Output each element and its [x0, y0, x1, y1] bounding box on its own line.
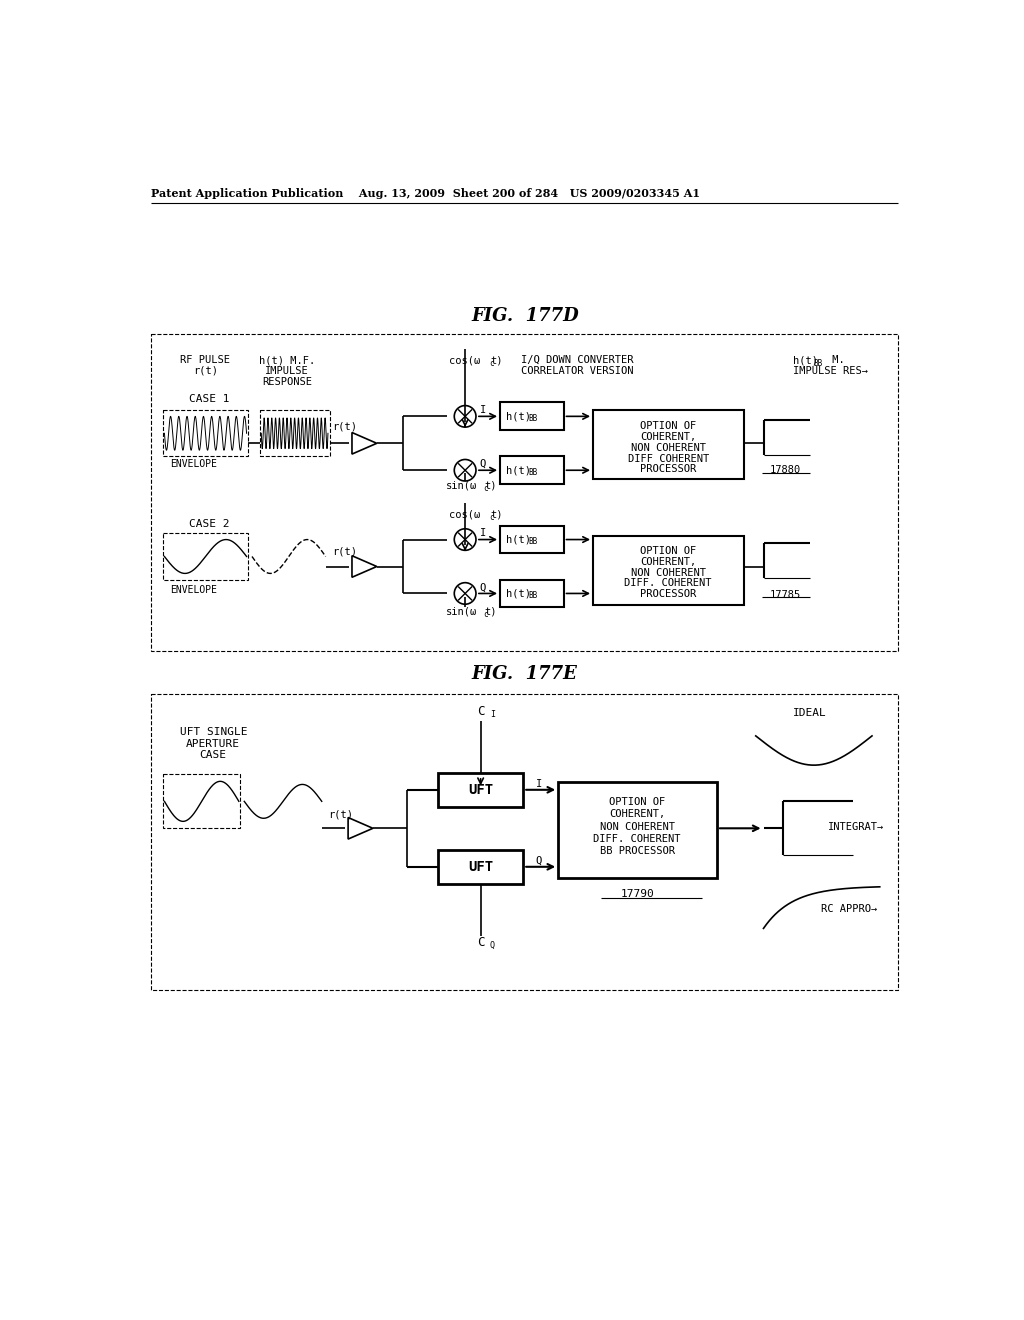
Text: C: C: [477, 936, 484, 949]
Text: ENVELOPE: ENVELOPE: [170, 459, 217, 469]
Text: FIG.  177E: FIG. 177E: [472, 665, 578, 684]
Text: c: c: [483, 610, 488, 619]
Text: OPTION OF: OPTION OF: [609, 797, 666, 807]
Circle shape: [455, 582, 476, 605]
Text: DIFF. COHERENT: DIFF. COHERENT: [594, 834, 681, 843]
Text: h(t) M.F.: h(t) M.F.: [259, 355, 315, 366]
Text: C: C: [477, 705, 484, 718]
Bar: [438, 850, 523, 884]
Text: r(t): r(t): [329, 809, 353, 820]
Bar: [500, 403, 563, 430]
Text: CORRELATOR VERSION: CORRELATOR VERSION: [521, 366, 634, 376]
Text: M.: M.: [825, 355, 844, 366]
Text: IMPULSE: IMPULSE: [265, 366, 309, 376]
Text: I: I: [536, 779, 542, 788]
Text: h(t): h(t): [793, 355, 818, 366]
Text: UFT SINGLE: UFT SINGLE: [179, 727, 247, 737]
Bar: [152, 334, 898, 651]
Text: t): t): [484, 480, 497, 491]
Text: cos(ω: cos(ω: [450, 510, 480, 519]
Text: COHERENT,: COHERENT,: [640, 557, 696, 566]
Text: t): t): [484, 606, 497, 616]
Text: ENVELOPE: ENVELOPE: [170, 585, 217, 594]
Text: Patent Application Publication    Aug. 13, 2009  Sheet 200 of 284   US 2009/0203: Patent Application Publication Aug. 13, …: [152, 187, 700, 198]
Text: UFT: UFT: [468, 783, 494, 797]
Text: OPTION OF: OPTION OF: [640, 421, 696, 432]
Text: RESPONSE: RESPONSE: [262, 376, 312, 387]
Text: c: c: [483, 484, 488, 494]
Text: h(t): h(t): [506, 465, 531, 475]
Text: r(t): r(t): [193, 366, 218, 376]
Circle shape: [455, 459, 476, 480]
Text: IDEAL: IDEAL: [794, 708, 826, 718]
Text: 17880: 17880: [770, 465, 801, 475]
Bar: [558, 781, 717, 878]
Bar: [260, 411, 330, 457]
Bar: [163, 411, 248, 457]
Bar: [500, 457, 563, 484]
Text: COHERENT,: COHERENT,: [640, 432, 696, 442]
Text: BB: BB: [528, 469, 538, 477]
Text: c: c: [489, 359, 494, 368]
Bar: [163, 533, 248, 579]
Text: OPTION OF: OPTION OF: [640, 546, 696, 556]
Text: PROCESSOR: PROCESSOR: [640, 589, 696, 599]
Text: NON COHERENT: NON COHERENT: [631, 444, 706, 453]
Text: Q: Q: [480, 459, 486, 469]
Text: NON COHERENT: NON COHERENT: [600, 822, 675, 832]
Text: RF PULSE: RF PULSE: [180, 355, 230, 366]
Text: h(t): h(t): [506, 589, 531, 598]
Circle shape: [455, 529, 476, 550]
Text: t): t): [490, 355, 503, 366]
Text: cos(ω: cos(ω: [450, 355, 480, 366]
Text: BB: BB: [528, 591, 538, 601]
Bar: [500, 579, 563, 607]
Text: 17790: 17790: [621, 888, 654, 899]
Text: CASE: CASE: [200, 750, 226, 760]
Text: BB: BB: [528, 414, 538, 424]
Text: sin(ω: sin(ω: [445, 480, 477, 491]
Text: I: I: [489, 710, 495, 719]
Text: sin(ω: sin(ω: [445, 606, 477, 616]
Text: BB PROCESSOR: BB PROCESSOR: [600, 846, 675, 857]
Bar: [500, 525, 563, 553]
Text: Q: Q: [480, 582, 486, 593]
Bar: [593, 411, 744, 479]
Text: PROCESSOR: PROCESSOR: [640, 465, 696, 474]
Text: t): t): [490, 510, 503, 519]
Text: h(t): h(t): [506, 412, 531, 421]
Text: I/Q DOWN CONVERTER: I/Q DOWN CONVERTER: [521, 355, 634, 366]
Text: BB: BB: [813, 359, 822, 368]
Text: r(t): r(t): [333, 421, 357, 432]
Text: CASE 1: CASE 1: [189, 395, 229, 404]
Text: h(t): h(t): [506, 535, 531, 545]
Text: DIFF COHERENT: DIFF COHERENT: [628, 454, 709, 463]
Bar: [152, 693, 898, 990]
Text: 17785: 17785: [770, 590, 801, 601]
Text: APERTURE: APERTURE: [186, 739, 241, 748]
Text: I: I: [480, 528, 486, 539]
Text: r(t): r(t): [333, 546, 357, 556]
Bar: [438, 774, 523, 807]
Text: I: I: [480, 405, 486, 416]
Text: c: c: [489, 512, 494, 521]
Bar: [593, 536, 744, 605]
Text: BB: BB: [528, 537, 538, 546]
Text: DIFF. COHERENT: DIFF. COHERENT: [625, 578, 712, 589]
Text: COHERENT,: COHERENT,: [609, 809, 666, 820]
Text: UFT: UFT: [468, 859, 494, 874]
Text: INTEGRAT→: INTEGRAT→: [828, 822, 885, 832]
Text: Q: Q: [489, 941, 495, 950]
Text: FIG.  177D: FIG. 177D: [471, 308, 579, 325]
Circle shape: [455, 405, 476, 428]
Text: Q: Q: [536, 855, 542, 866]
Text: NON COHERENT: NON COHERENT: [631, 568, 706, 578]
Bar: [163, 775, 241, 829]
Text: IMPULSE RES→: IMPULSE RES→: [793, 366, 868, 376]
Text: RC APPRO→: RC APPRO→: [820, 904, 877, 915]
Text: CASE 2: CASE 2: [189, 519, 229, 529]
